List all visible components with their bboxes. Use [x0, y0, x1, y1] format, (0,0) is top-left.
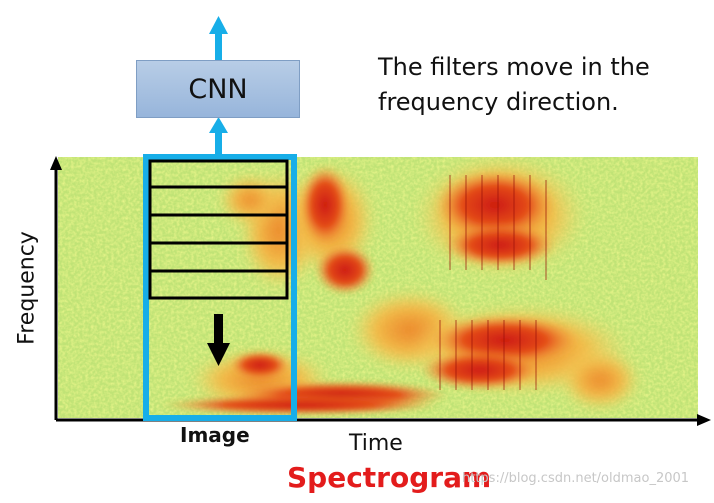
frequency-axis: [50, 156, 62, 420]
filter-stack: [148, 159, 289, 300]
filter-direction-arrow: [207, 314, 230, 366]
cnn-label: CNN: [188, 73, 248, 105]
output-arrow: [209, 16, 228, 60]
spectrogram-title: Spectrogram: [287, 461, 492, 494]
image-frame: [143, 154, 297, 421]
spectrogram-image: [58, 157, 698, 418]
image-label: Image: [180, 423, 250, 447]
cnn-box: CNN: [136, 60, 300, 118]
caption-text: The filters move in the frequency direct…: [378, 53, 650, 116]
filter-5: [148, 269, 289, 300]
time-axis-label: Time: [349, 431, 403, 456]
frequency-axis-label: Frequency: [14, 231, 40, 345]
input-arrow: [209, 117, 228, 156]
watermark: https://blog.csdn.net/oldmao_2001: [462, 471, 690, 486]
